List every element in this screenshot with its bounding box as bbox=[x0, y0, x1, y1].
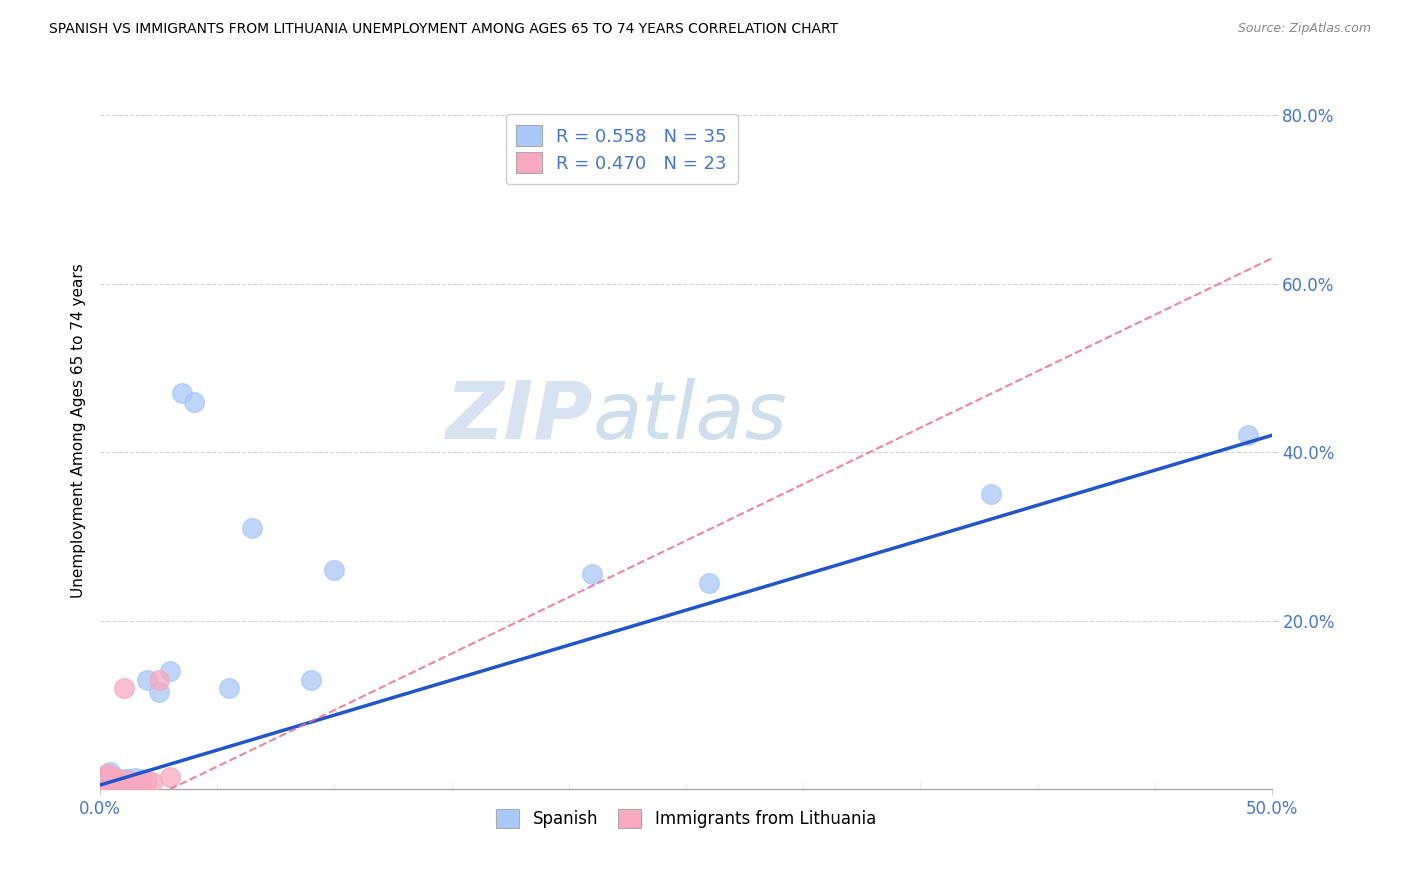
Point bbox=[91, 772, 114, 786]
Point bbox=[96, 773, 118, 788]
Point bbox=[94, 775, 117, 789]
Text: Source: ZipAtlas.com: Source: ZipAtlas.com bbox=[1237, 22, 1371, 36]
Point bbox=[1237, 428, 1260, 442]
Point bbox=[183, 394, 205, 409]
Legend: Spanish, Immigrants from Lithuania: Spanish, Immigrants from Lithuania bbox=[489, 802, 883, 835]
Point bbox=[148, 685, 170, 699]
Point bbox=[105, 772, 128, 786]
Point bbox=[131, 773, 153, 788]
Point bbox=[101, 775, 124, 789]
Y-axis label: Unemployment Among Ages 65 to 74 years: Unemployment Among Ages 65 to 74 years bbox=[72, 264, 86, 599]
Point bbox=[105, 775, 128, 789]
Point bbox=[98, 778, 121, 792]
Point bbox=[94, 776, 117, 790]
Point bbox=[108, 776, 131, 790]
Point bbox=[96, 778, 118, 792]
Point bbox=[172, 386, 194, 401]
Point bbox=[323, 563, 346, 577]
Point bbox=[124, 771, 146, 785]
Point bbox=[136, 773, 159, 788]
Point bbox=[96, 767, 118, 781]
Point bbox=[117, 772, 139, 786]
Text: atlas: atlas bbox=[592, 378, 787, 456]
Point bbox=[101, 773, 124, 788]
Point bbox=[94, 770, 117, 784]
Point bbox=[115, 773, 138, 788]
Point bbox=[581, 567, 603, 582]
Point bbox=[103, 770, 125, 784]
Point bbox=[94, 773, 117, 788]
Point bbox=[91, 775, 114, 789]
Point bbox=[159, 665, 181, 679]
Point bbox=[980, 487, 1002, 501]
Point bbox=[141, 775, 163, 789]
Point bbox=[131, 772, 153, 786]
Text: ZIP: ZIP bbox=[444, 378, 592, 456]
Point bbox=[103, 778, 125, 792]
Point bbox=[136, 673, 159, 687]
Point bbox=[101, 772, 124, 786]
Point bbox=[94, 770, 117, 784]
Point bbox=[242, 521, 264, 535]
Point bbox=[112, 772, 135, 786]
Point bbox=[96, 776, 118, 790]
Point bbox=[699, 575, 721, 590]
Point bbox=[148, 673, 170, 687]
Point bbox=[117, 773, 139, 788]
Point bbox=[98, 765, 121, 780]
Point bbox=[98, 775, 121, 789]
Point bbox=[96, 767, 118, 781]
Point bbox=[101, 770, 124, 784]
Point bbox=[103, 775, 125, 789]
Point bbox=[91, 778, 114, 792]
Point bbox=[299, 673, 322, 687]
Text: SPANISH VS IMMIGRANTS FROM LITHUANIA UNEMPLOYMENT AMONG AGES 65 TO 74 YEARS CORR: SPANISH VS IMMIGRANTS FROM LITHUANIA UNE… bbox=[49, 22, 838, 37]
Point bbox=[110, 773, 132, 788]
Point bbox=[108, 773, 131, 788]
Point bbox=[112, 681, 135, 695]
Point bbox=[110, 773, 132, 788]
Point bbox=[91, 778, 114, 792]
Point bbox=[218, 681, 240, 695]
Point bbox=[159, 770, 181, 784]
Point bbox=[94, 780, 117, 794]
Point bbox=[124, 775, 146, 789]
Point bbox=[91, 772, 114, 786]
